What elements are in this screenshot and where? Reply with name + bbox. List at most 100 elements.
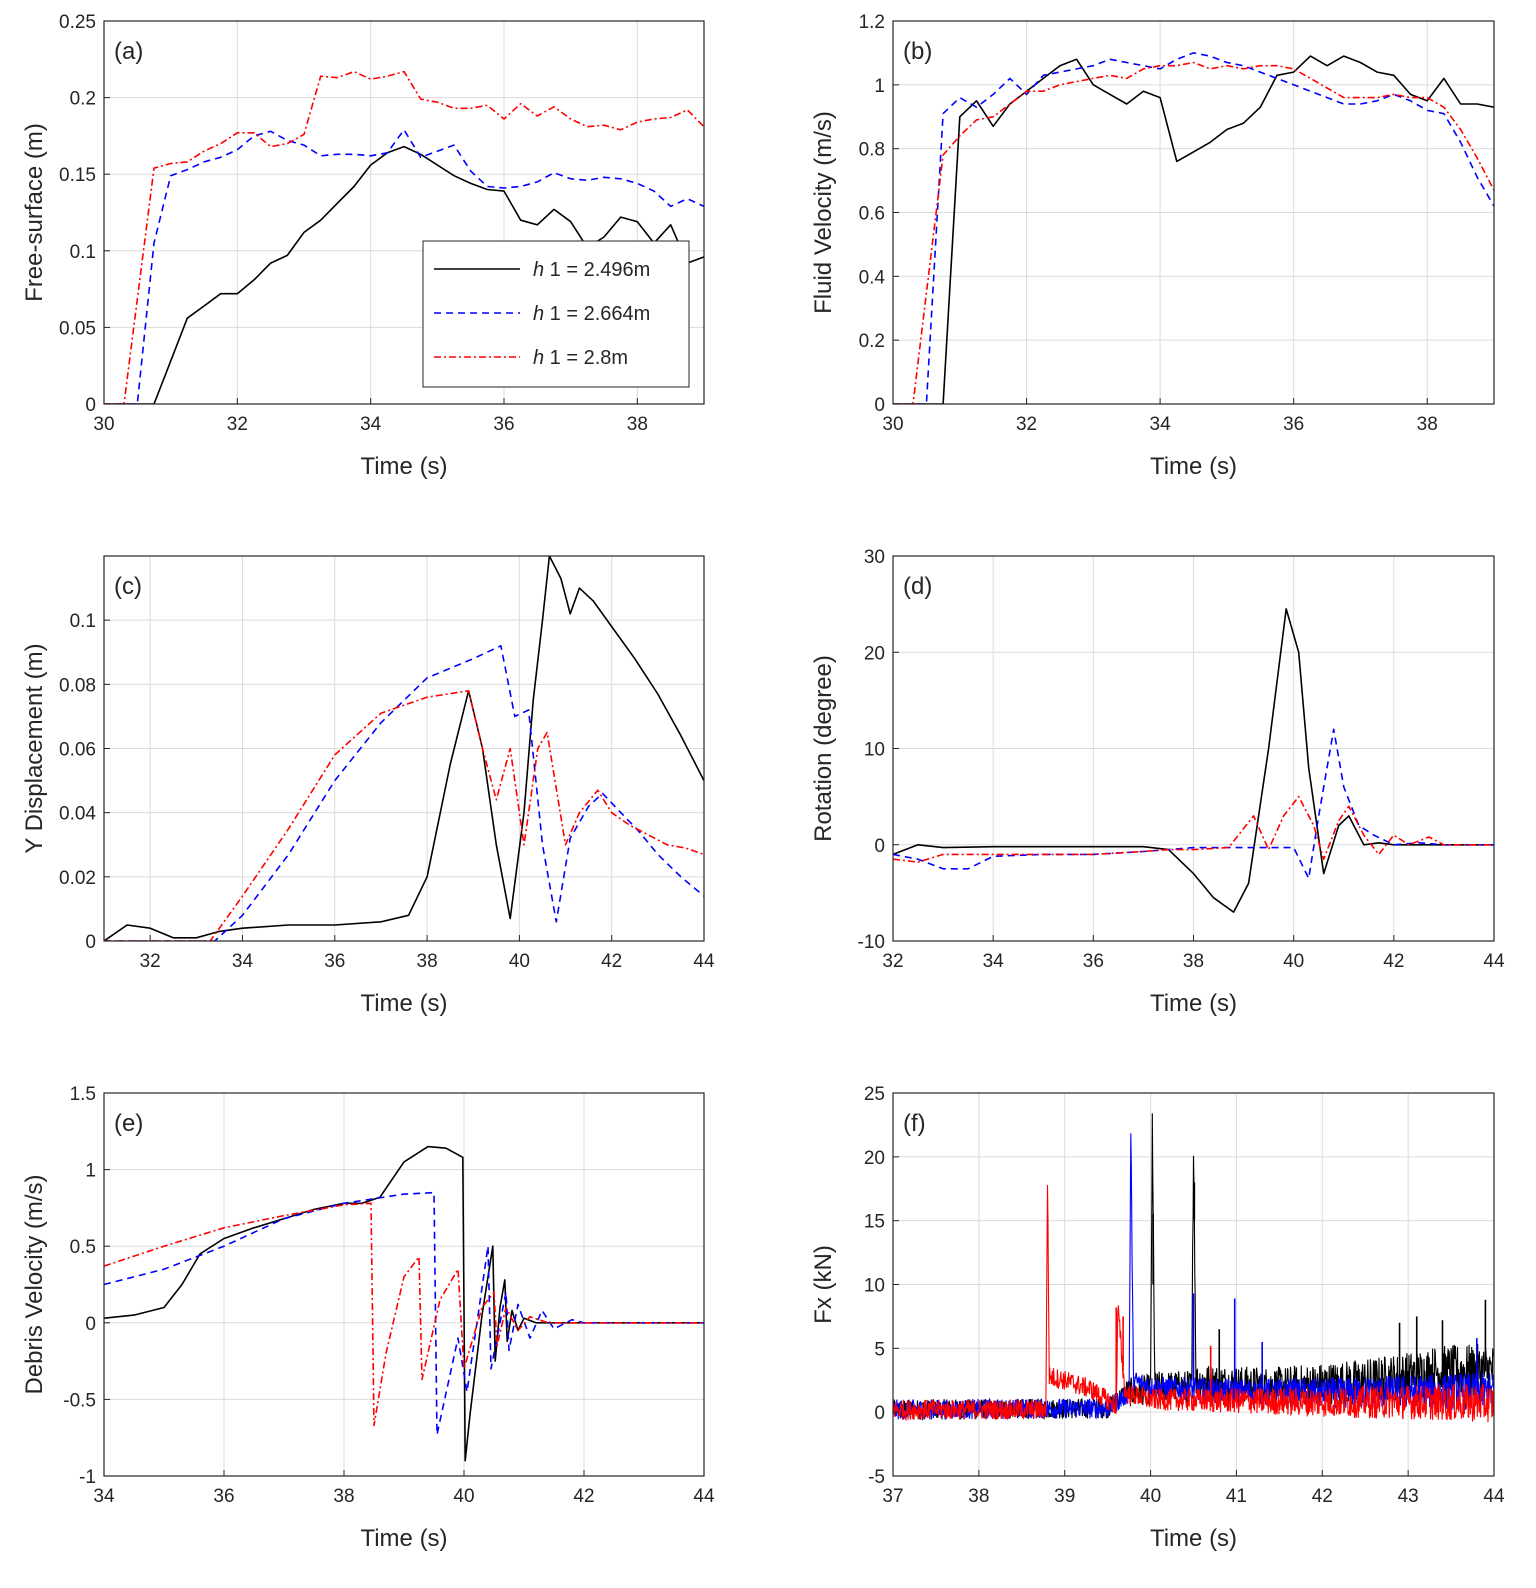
panel-b: 30 32 34 36 38 0 0.2 0.4 0.6 0.8 1 1.2 Time (s) Fluid… — [810, 12, 1495, 480]
panel-label: (e) — [114, 1110, 143, 1137]
y-tick-label: 5 — [874, 1339, 885, 1360]
y-tick-label: 0.2 — [859, 331, 885, 352]
panel-d: 32 34 36 38 40 42 44 -10 0 10 20 30 Time (s) Rotation… — [810, 547, 1505, 1017]
y-tick-label: 0.05 — [59, 318, 96, 339]
series-group-b — [893, 52, 1494, 404]
x-axis-label: Time (s) — [1150, 453, 1237, 480]
series-line-a-3 — [104, 70, 704, 404]
y-axis-label: Rotation (degree) — [810, 655, 837, 842]
y-tick-label: 15 — [864, 1212, 885, 1233]
panel-label: (a) — [114, 38, 143, 65]
x-tick-label: 36 — [324, 951, 345, 972]
x-tick-label: 34 — [983, 951, 1005, 972]
y-tick-label: 10 — [864, 740, 885, 761]
x-tick-label: 32 — [1016, 414, 1037, 435]
y-tick-label: -1 — [79, 1467, 96, 1488]
panel-a: 30 32 34 36 38 0 0.05 0.1 0.15 0.2 0.25 Time (s) Fre… — [21, 12, 705, 480]
x-axis-label: Time (s) — [360, 990, 447, 1017]
series-line-c-3 — [104, 690, 704, 941]
legend-box — [422, 240, 690, 388]
legend-entry-1-prefix: h — [533, 259, 544, 281]
x-tick-label: 38 — [968, 1486, 989, 1507]
legend-entry-2-label: 1 = 2.664m — [544, 303, 650, 325]
legend: h 1 = 2.496m h 1 = 2.664m h 1 = 2.8m — [422, 240, 690, 388]
x-tick-label: 36 — [493, 414, 514, 435]
x-tick-label: 36 — [213, 1486, 234, 1507]
panels: 30 32 34 36 38 0 0.05 0.1 0.15 0.2 0.2 5 Time (s) Fre… — [21, 12, 1505, 1552]
y-tick-label: 30 — [864, 547, 885, 568]
y-tick-label: 0 — [85, 932, 96, 953]
x-tick-label: 42 — [601, 951, 622, 972]
x-axis-label: Time (s) — [1150, 990, 1237, 1017]
x-tick-label: 44 — [1483, 1486, 1505, 1507]
panel-e: 34 36 38 40 42 44 -1 -0.5 0 0.5 1 1.5 Time (s) Debris… — [21, 1084, 715, 1552]
y-tick-label: 20 — [864, 1148, 885, 1169]
series-line-d-1 — [893, 608, 1494, 913]
x-axis-label: Time (s) — [360, 1525, 447, 1552]
y-axis-label: Debris Velocity (m/s) — [21, 1174, 48, 1394]
y-tick-label: 0.6 — [859, 204, 885, 225]
x-tick-label: 44 — [693, 951, 715, 972]
y-tick-label: 0.04 — [59, 804, 96, 825]
series-line-c-2 — [104, 645, 704, 941]
series-line-a-1 — [104, 145, 704, 404]
x-tick-label: 42 — [1312, 1486, 1333, 1507]
x-tick-label: 39 — [1054, 1486, 1075, 1507]
x-tick-label: 36 — [1283, 414, 1304, 435]
x-tick-label: 30 — [882, 414, 903, 435]
x-tick-label: 40 — [509, 951, 530, 972]
x-tick-label: 41 — [1226, 1486, 1247, 1507]
x-axis-label: Time (s) — [1150, 1525, 1237, 1552]
panel-label: (c) — [114, 573, 142, 600]
y-tick-label: 0 — [874, 836, 885, 857]
legend-entry-2-prefix: h — [533, 303, 544, 325]
y-tick-label: 0.2 — [70, 89, 96, 110]
y-tick-label: 1.5 — [70, 1084, 96, 1105]
x-tick-label: 36 — [1083, 951, 1104, 972]
x-tick-label: 38 — [1183, 951, 1204, 972]
x-tick-label: 42 — [1383, 951, 1404, 972]
x-tick-label: 34 — [232, 951, 254, 972]
x-tick-label: 44 — [1483, 951, 1505, 972]
y-tick-label: 0.5 — [70, 1237, 96, 1258]
y-tick-label: -0.5 — [63, 1390, 96, 1411]
x-tick-label: 42 — [573, 1486, 594, 1507]
y-tick-label: 1 — [85, 1161, 96, 1182]
series-group-c — [104, 556, 704, 941]
series-group-e — [104, 1145, 704, 1462]
x-tick-label: 40 — [1283, 951, 1304, 972]
y-tick-label: 0.4 — [859, 267, 886, 288]
x-tick-label: 38 — [417, 951, 438, 972]
y-axis-label: Fluid Velocity (m/s) — [810, 111, 837, 314]
y-tick-label: 0.02 — [59, 868, 96, 889]
y-tick-label: 0.06 — [59, 740, 96, 761]
y-tick-label: 25 — [864, 1084, 885, 1105]
y-axis-label: Free-surface (m) — [21, 123, 48, 302]
panel-label: (f) — [903, 1110, 926, 1137]
axes-frame-e — [103, 1092, 705, 1477]
y-axis-label: Fx (kN) — [810, 1245, 837, 1324]
y-tick-label: -5 — [868, 1467, 885, 1488]
series-line-f-3 — [893, 1185, 1494, 1423]
x-tick-label: 38 — [627, 414, 648, 435]
y-tick-label: 0 — [85, 1314, 96, 1335]
x-tick-label: 38 — [1417, 414, 1438, 435]
x-tick-label: 34 — [93, 1486, 115, 1507]
x-tick-label: 32 — [227, 414, 248, 435]
x-tick-label: 40 — [1140, 1486, 1161, 1507]
x-tick-label: 34 — [1150, 414, 1172, 435]
x-tick-label: 38 — [333, 1486, 354, 1507]
y-tick-label: 0.08 — [59, 675, 96, 696]
series-line-e-2 — [104, 1191, 704, 1436]
x-axis-label: Time (s) — [360, 453, 447, 480]
axes-frame-a — [103, 20, 705, 405]
legend-entry-3-prefix: h — [533, 347, 544, 369]
y-tick-label: 0 — [874, 395, 885, 416]
y-tick-label: 0.15 — [59, 165, 96, 186]
series-group-f — [893, 1113, 1494, 1423]
x-tick-label: 32 — [140, 951, 161, 972]
y-tick-label: 0.1 — [70, 611, 96, 632]
y-axis-label: Y Displacement (m) — [21, 643, 48, 853]
